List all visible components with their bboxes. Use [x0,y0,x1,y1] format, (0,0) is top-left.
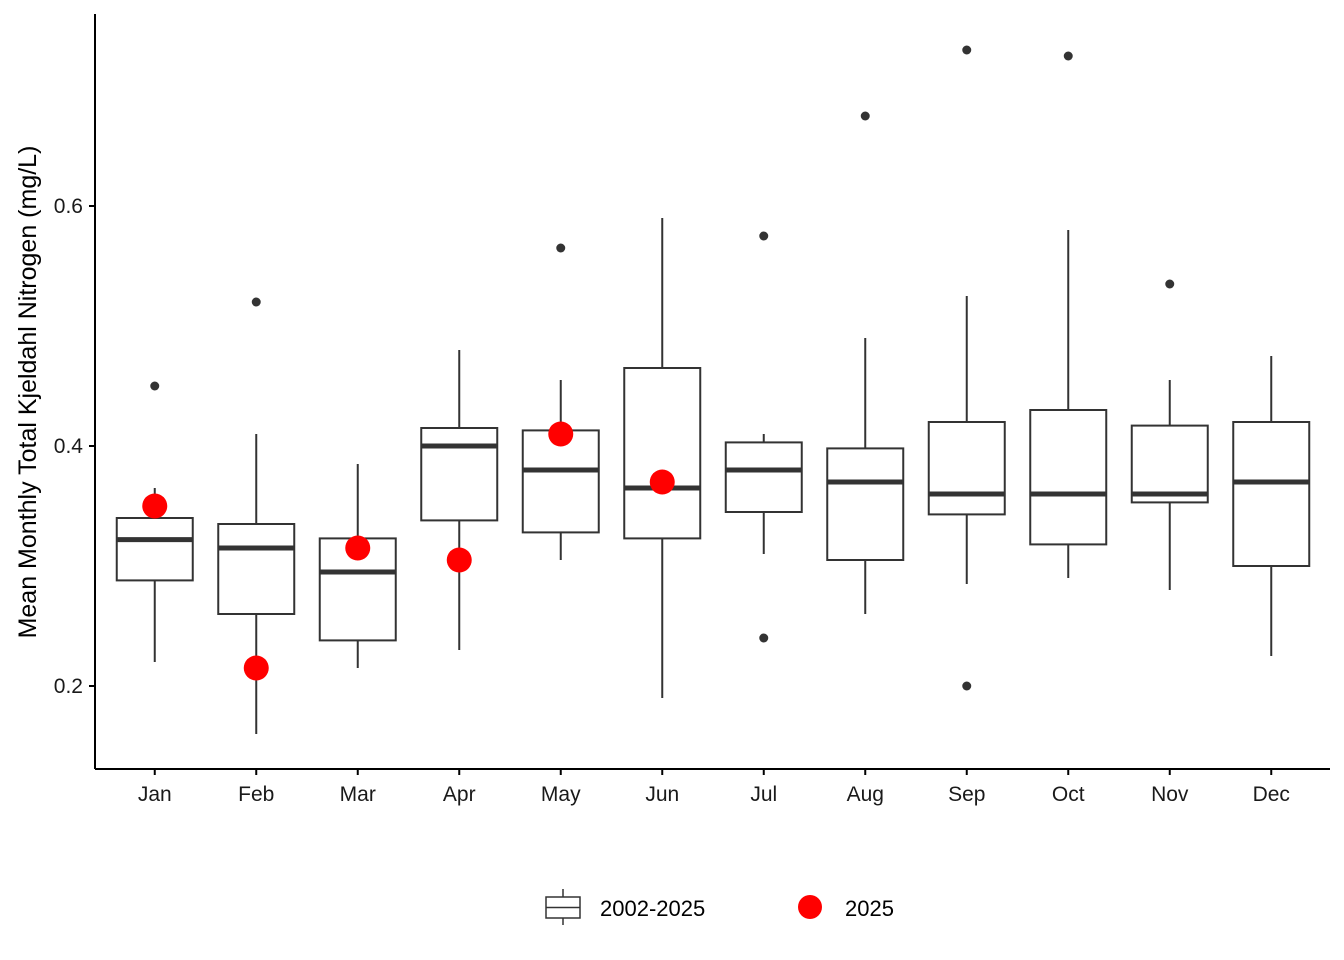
outlier-point [1165,279,1175,289]
legend-point-key [798,895,822,919]
point-2025-may [548,421,574,447]
x-tick-label: Sep [948,783,985,806]
x-tick-label: Mar [340,783,376,806]
box-iqr [420,427,499,522]
box-nov [1130,279,1209,590]
x-tick-label: Jun [645,783,679,806]
outlier-point [556,243,566,253]
y-axis-title: Mean Monthly Total Kjeldahl Nitrogen (mg… [14,146,42,639]
x-tick-label: Apr [443,783,476,806]
box-iqr [826,447,905,561]
box-iqr [724,441,803,513]
box-jul [724,231,803,643]
box-jan [115,381,194,662]
box-iqr [623,367,702,540]
legend-box-key [545,889,581,925]
legend-label-point: 2025 [845,896,894,921]
legend-label-boxplot: 2002-2025 [600,896,705,921]
legend: 2002-2025 2025 [545,889,894,925]
box-iqr [115,517,194,582]
y-tick-label: 0.6 [54,195,83,218]
x-tick-label: Jul [750,783,777,806]
box-mar [318,464,397,668]
point-2025-mar [345,535,371,561]
point-2025-jan [142,493,168,519]
box-iqr [1130,424,1209,504]
box-iqr [927,421,1006,516]
box-iqr [318,537,397,642]
box-aug [826,111,905,614]
outlier-point [860,111,870,121]
x-tick-label: Dec [1253,783,1290,806]
box-sep [927,45,1006,691]
box-may [521,243,600,560]
x-tick-label: Nov [1151,783,1189,806]
box-iqr [1029,409,1108,546]
x-ticks: Jan Feb Mar Apr May Jun Jul Aug Sep Oct Nov Dec [138,769,1290,806]
boxplot-series [115,45,1311,734]
box-jun [623,218,702,698]
box-oct [1029,51,1108,578]
outlier-point [251,297,261,307]
box-feb [217,297,296,734]
outlier-point [962,45,972,55]
x-tick-label: Jan [138,783,172,806]
x-tick-label: Aug [847,783,884,806]
box-iqr [1232,421,1311,567]
y-ticks: 0.2 0.4 0.6 [54,195,95,698]
outlier-point [150,381,160,391]
axes [94,14,1330,770]
y-tick-label: 0.4 [54,435,84,458]
x-tick-label: Feb [238,783,274,806]
box-iqr [521,429,600,534]
outlier-point [962,681,972,691]
point-series [142,421,675,681]
outlier-point [759,231,769,241]
box-dec [1232,356,1311,656]
y-tick-label: 0.2 [54,675,83,698]
outlier-point [1063,51,1073,61]
x-tick-label: May [541,783,581,806]
point-2025-jun [649,469,675,495]
box-apr [420,350,499,650]
outlier-point [759,633,769,643]
x-tick-label: Oct [1052,783,1085,806]
point-2025-apr [446,547,472,573]
box-iqr [217,523,296,615]
point-2025-feb [243,655,269,681]
